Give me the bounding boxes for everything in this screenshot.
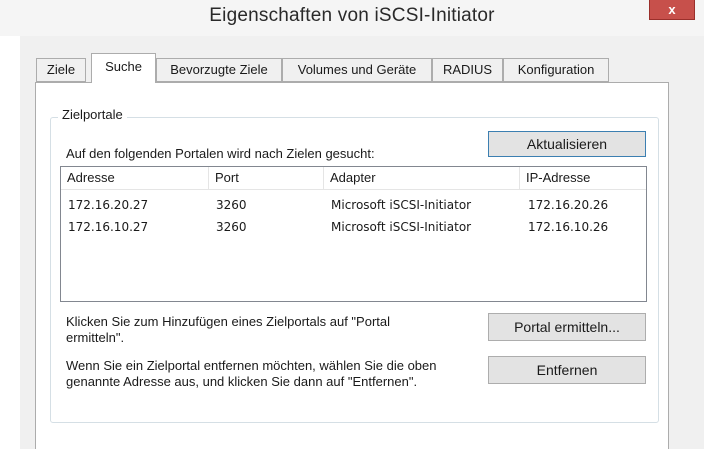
cell-port: 3260 (216, 198, 247, 212)
tab-label: Volumes und Geräte (297, 62, 417, 77)
portals-list[interactable]: Adresse Port Adapter IP-Adresse 172.16.2… (60, 166, 647, 302)
tab-ziele[interactable]: Ziele (36, 58, 86, 82)
tab-label: Konfiguration (517, 62, 595, 77)
tab-label: RADIUS (442, 62, 493, 77)
column-header-address[interactable]: Adresse (61, 167, 209, 189)
tab-bevorzugte-ziele[interactable]: Bevorzugte Ziele (156, 58, 282, 82)
cell-port: 3260 (216, 220, 247, 234)
list-header: Adresse Port Adapter IP-Adresse (61, 167, 646, 190)
target-portals-group (50, 117, 659, 423)
cell-address: 172.16.20.27 (68, 198, 149, 212)
cell-address: 172.16.10.27 (68, 220, 149, 234)
refresh-button[interactable]: Aktualisieren (488, 131, 646, 157)
cell-ip-address: 172.16.20.26 (528, 198, 609, 212)
close-button[interactable]: x (649, 0, 695, 20)
tab-label: Bevorzugte Ziele (170, 62, 268, 77)
column-header-adapter[interactable]: Adapter (324, 167, 520, 189)
tab-radius[interactable]: RADIUS (432, 58, 503, 82)
close-icon: x (668, 2, 676, 17)
cell-ip-address: 172.16.10.26 (528, 220, 609, 234)
group-title: Zielportale (58, 107, 127, 122)
column-header-ip-address[interactable]: IP-Adresse (526, 170, 591, 185)
column-header-port[interactable]: Port (209, 167, 324, 189)
tab-label: Ziele (46, 62, 76, 77)
remove-portal-hint: Wenn Sie ein Zielportal entfernen möchte… (66, 358, 437, 389)
title-bar: Eigenschaften von iSCSI-Initiator x (0, 0, 704, 36)
tab-label: Suche (105, 59, 142, 74)
cell-adapter: Microsoft iSCSI-Initiator (331, 198, 472, 212)
remove-button[interactable]: Entfernen (488, 356, 646, 384)
portals-description: Auf den folgenden Portalen wird nach Zie… (66, 146, 375, 161)
tab-suche[interactable]: Suche (91, 53, 156, 83)
discover-portal-hint: Klicken Sie zum Hinzufügen eines Zielpor… (66, 314, 390, 345)
cell-adapter: Microsoft iSCSI-Initiator (331, 220, 472, 234)
window-title: Eigenschaften von iSCSI-Initiator (209, 5, 495, 26)
tab-volumes-und-geraete[interactable]: Volumes und Geräte (282, 58, 432, 82)
discover-portal-button[interactable]: Portal ermitteln... (488, 313, 646, 341)
tab-konfiguration[interactable]: Konfiguration (503, 58, 609, 82)
